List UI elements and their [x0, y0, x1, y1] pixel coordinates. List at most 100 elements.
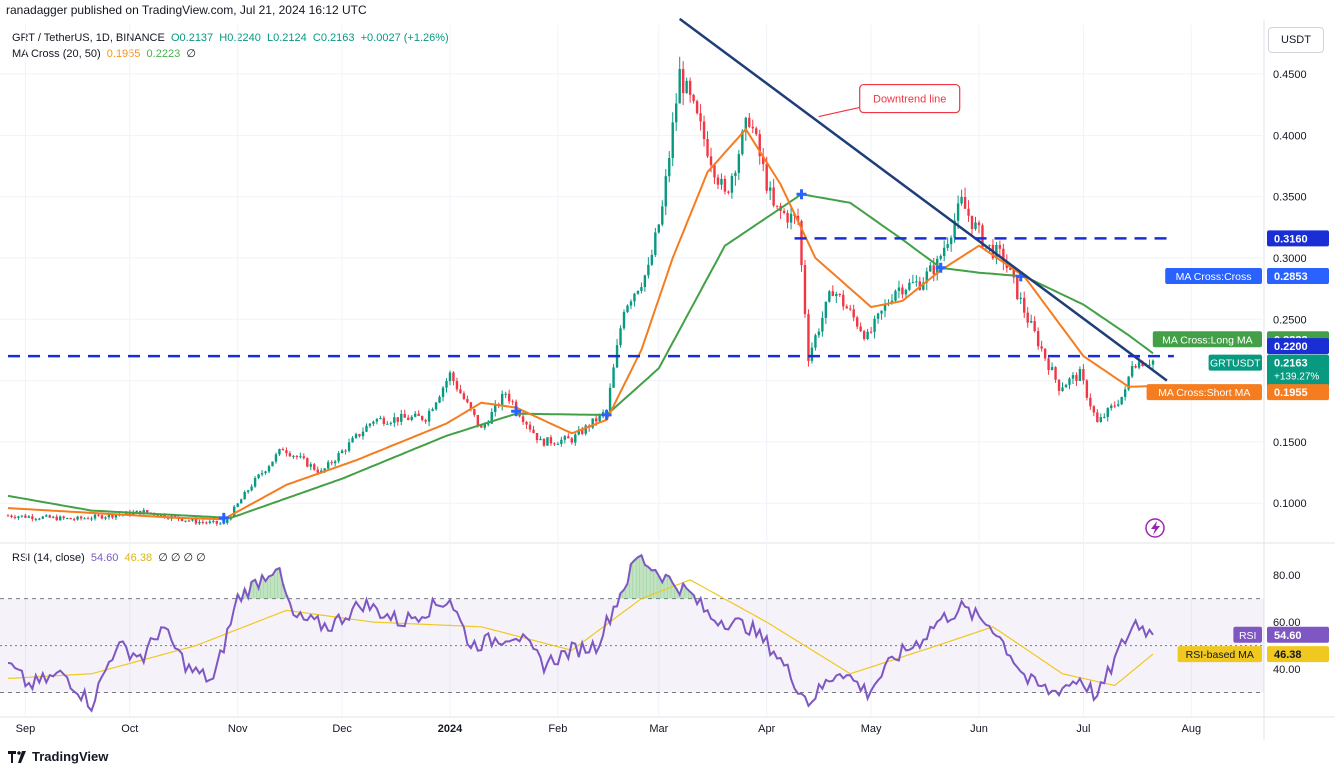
- candle-body: [159, 514, 163, 517]
- candle-body: [208, 521, 212, 523]
- candle-body: [706, 139, 709, 157]
- candle-body: [62, 516, 65, 519]
- candle-body: [981, 225, 984, 248]
- price-label-value: 46.38: [1274, 649, 1302, 661]
- price-tick-label: 0.1500: [1273, 437, 1307, 449]
- series-tag-text: RSI-based MA: [1186, 649, 1254, 661]
- candle-body: [598, 414, 601, 422]
- price-label-box: [1267, 230, 1329, 247]
- candle-body: [111, 514, 114, 518]
- candle-body: [821, 317, 824, 332]
- candle-body: [1148, 364, 1151, 366]
- candle-body: [737, 154, 741, 173]
- candle-body: [72, 519, 76, 521]
- candle-body: [542, 438, 546, 446]
- candle-body: [702, 121, 706, 140]
- candle-body: [932, 265, 935, 275]
- ma-title[interactable]: MA Cross (20, 50): [12, 48, 101, 60]
- candle-body: [800, 221, 803, 266]
- candle-body: [842, 294, 845, 307]
- candle-body: [326, 462, 330, 469]
- candle-body: [27, 516, 31, 518]
- tradingview-logo[interactable]: TradingView: [8, 749, 108, 764]
- price-tick-label: 0.2500: [1273, 314, 1307, 326]
- candle-body: [525, 422, 528, 425]
- candle-body: [333, 461, 337, 464]
- candle-body: [664, 176, 667, 207]
- candle-body: [1002, 248, 1005, 263]
- candle-body: [1064, 384, 1068, 388]
- ma-cross-marker: [601, 409, 612, 420]
- candle-body: [379, 418, 382, 420]
- candle-body: [1144, 364, 1148, 367]
- candle-body: [121, 514, 125, 516]
- candle-body: [1019, 297, 1022, 299]
- candle-body: [727, 191, 730, 193]
- candle-body: [584, 425, 587, 434]
- candle-body: [636, 290, 640, 294]
- candle-body: [69, 518, 72, 520]
- candle-body: [626, 305, 629, 313]
- candle-body: [622, 312, 626, 329]
- rsi-title[interactable]: RSI (14, close): [12, 552, 85, 564]
- candle-body: [187, 520, 191, 522]
- candle-body: [925, 271, 928, 283]
- candle-body: [521, 416, 525, 423]
- candle-body: [358, 434, 361, 437]
- candle-body: [281, 448, 285, 451]
- candle-body: [13, 516, 17, 518]
- candle-body: [828, 291, 831, 302]
- candle-body: [132, 512, 135, 516]
- candle-body: [1026, 312, 1029, 323]
- candle-body: [212, 520, 215, 522]
- price-label-box: [1267, 268, 1329, 285]
- candle-body: [650, 254, 654, 265]
- candle-body: [10, 515, 13, 517]
- candle-body: [591, 418, 594, 428]
- candle-body: [977, 222, 981, 226]
- candle-body: [758, 134, 761, 157]
- candle-body: [1033, 321, 1036, 332]
- candle-body: [1089, 397, 1092, 407]
- ma-cross-marker: [1015, 271, 1026, 282]
- symbol-title[interactable]: GRT / TetherUS, 1D, BINANCE: [12, 32, 165, 44]
- candle-body: [86, 518, 90, 520]
- candle-body: [445, 381, 448, 388]
- ma-cross-marker: [511, 406, 522, 417]
- candle-body: [1141, 361, 1144, 367]
- candle-body: [1116, 404, 1120, 406]
- price-tick-label: 0.3500: [1273, 192, 1307, 204]
- candle-body: [668, 158, 671, 177]
- candle-body: [180, 519, 184, 521]
- candle-body: [494, 404, 497, 412]
- candle-body: [52, 516, 55, 518]
- price-tick-label: 0.3000: [1273, 253, 1307, 265]
- candle-body: [1120, 396, 1123, 405]
- candle-body: [1043, 348, 1047, 359]
- candle-body: [720, 178, 723, 185]
- candle-body: [789, 213, 793, 223]
- candle-body: [605, 410, 608, 413]
- candle-body: [246, 490, 250, 492]
- candle-body: [344, 450, 347, 452]
- series-tag-box: [1233, 626, 1262, 643]
- candle-body: [250, 486, 253, 491]
- price-label-extra: +139.27%: [1274, 372, 1319, 383]
- candle-body: [420, 416, 424, 420]
- currency-button[interactable]: USDT: [1268, 27, 1324, 53]
- candle-body: [1029, 321, 1033, 323]
- candle-body: [1057, 379, 1061, 391]
- publisher-header: ranadagger published on TradingView.com,…: [6, 3, 367, 17]
- candle-body: [918, 281, 922, 290]
- candle-body: [768, 187, 772, 191]
- candle-body: [1054, 367, 1057, 380]
- price-label-value: 0.2853: [1274, 271, 1308, 283]
- time-tick-label: Feb: [548, 723, 567, 735]
- candle-body: [285, 450, 288, 454]
- time-tick-label: Jun: [970, 723, 988, 735]
- candle-body: [894, 290, 897, 301]
- candle-body: [198, 521, 201, 524]
- candle-body: [6, 515, 10, 517]
- candle-body: [901, 287, 904, 295]
